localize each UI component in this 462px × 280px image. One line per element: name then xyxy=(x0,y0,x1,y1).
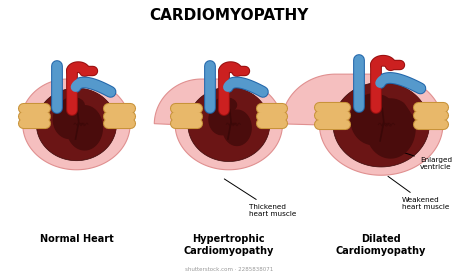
Text: Weakened
heart muscle: Weakened heart muscle xyxy=(388,176,449,210)
Polygon shape xyxy=(20,79,130,170)
Polygon shape xyxy=(223,110,251,145)
Ellipse shape xyxy=(364,95,390,111)
Polygon shape xyxy=(53,101,86,139)
Polygon shape xyxy=(188,87,270,162)
Polygon shape xyxy=(237,88,270,135)
Polygon shape xyxy=(85,89,116,135)
Text: shutterstock.com · 2285838071: shutterstock.com · 2285838071 xyxy=(185,267,273,272)
Ellipse shape xyxy=(214,98,237,112)
Text: Thickened
heart muscle: Thickened heart muscle xyxy=(225,179,297,217)
Polygon shape xyxy=(333,82,429,167)
Text: Dilated
Cardiomyopathy: Dilated Cardiomyopathy xyxy=(336,234,426,256)
Polygon shape xyxy=(36,88,116,161)
Text: CARDIOMYOPATHY: CARDIOMYOPATHY xyxy=(149,8,309,23)
Polygon shape xyxy=(154,79,282,170)
Polygon shape xyxy=(366,99,415,158)
Polygon shape xyxy=(351,94,396,144)
Polygon shape xyxy=(67,106,103,150)
Text: Hypertrophic
Cardiomyopathy: Hypertrophic Cardiomyopathy xyxy=(183,234,274,256)
Text: Enlarged
ventricle: Enlarged ventricle xyxy=(402,152,452,170)
Text: Normal Heart: Normal Heart xyxy=(40,234,113,244)
Ellipse shape xyxy=(61,98,84,112)
Polygon shape xyxy=(391,83,429,137)
Polygon shape xyxy=(209,104,235,135)
Polygon shape xyxy=(281,74,443,175)
